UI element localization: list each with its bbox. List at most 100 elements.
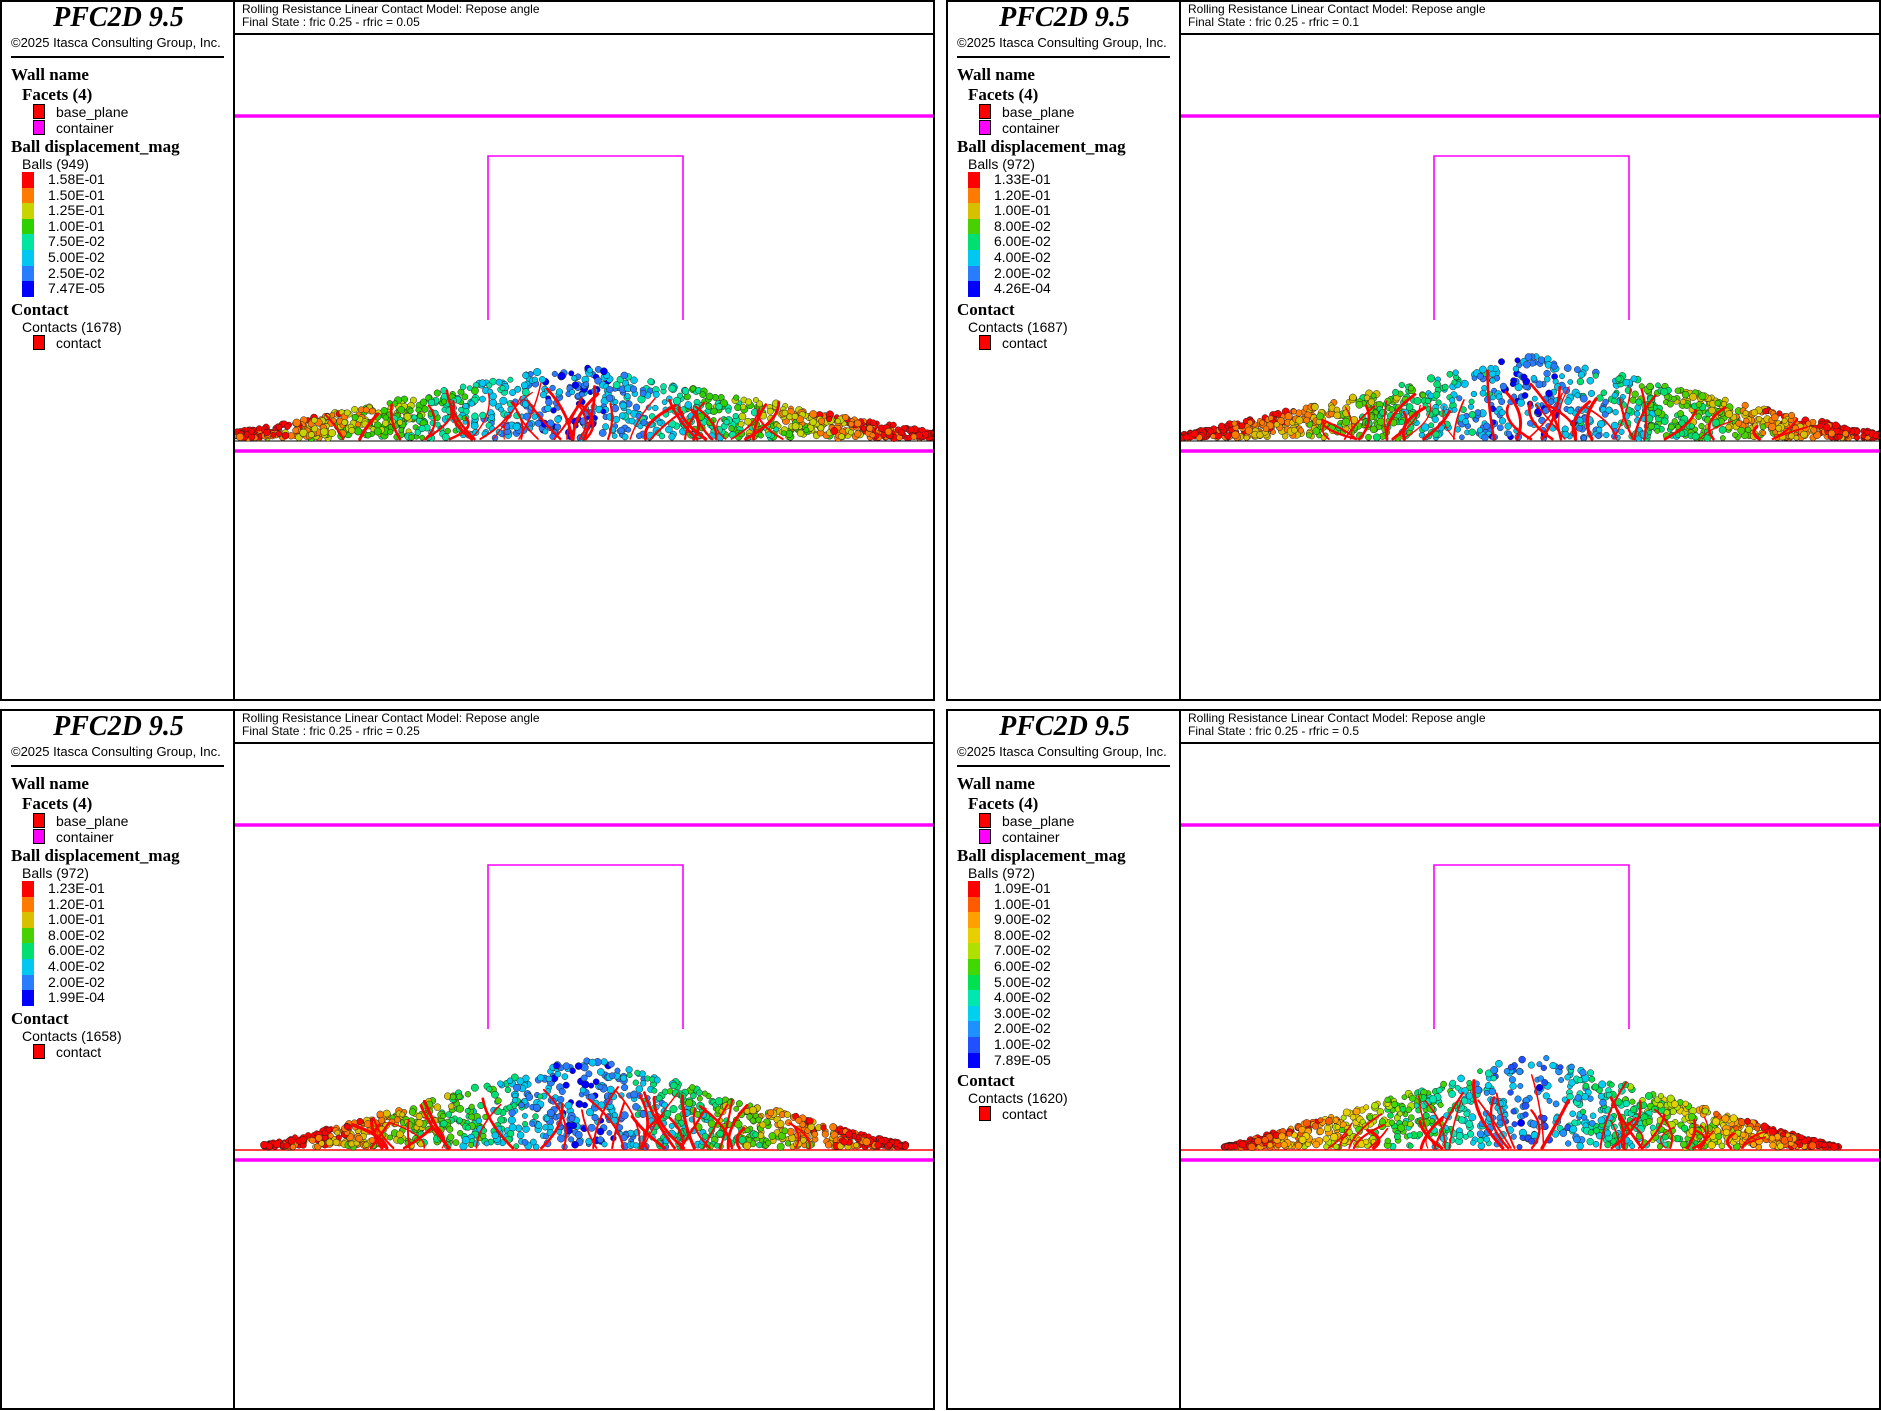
particle (715, 1097, 724, 1106)
particle (351, 413, 359, 421)
colorbar-label: 8.00E-02 (48, 926, 105, 943)
particle (1564, 397, 1572, 405)
particle (637, 395, 646, 404)
particle (1708, 406, 1716, 415)
particle (1775, 424, 1783, 432)
force-chain (1612, 388, 1632, 440)
view-subtitle: Final State : fric 0.25 - rfric = 0.05 (242, 15, 420, 29)
particle (1535, 1083, 1544, 1092)
particle (456, 1104, 464, 1113)
particle (494, 1097, 502, 1105)
force-chain (540, 1103, 564, 1150)
particle (1597, 1116, 1606, 1125)
particle (765, 1139, 772, 1146)
force-chain (607, 402, 614, 441)
particle (596, 1127, 605, 1136)
particle-assembly (260, 1057, 910, 1151)
particle (1298, 1135, 1307, 1144)
view-title-bar: Rolling Resistance Linear Contact Model:… (235, 711, 933, 744)
force-chain (1489, 1096, 1510, 1150)
particle (1419, 392, 1427, 399)
particle (1407, 1121, 1414, 1128)
force-chain (1618, 398, 1635, 441)
particle (525, 1093, 534, 1101)
particle (689, 1084, 696, 1091)
particle (512, 422, 521, 431)
particle (283, 1142, 291, 1149)
particle (1392, 388, 1400, 396)
colorbar-swatch (968, 1052, 980, 1069)
particle (600, 1058, 608, 1066)
particle (499, 396, 508, 405)
particle (1496, 424, 1504, 432)
particle (1303, 416, 1311, 424)
force-chain (1448, 1099, 1463, 1149)
particle (1476, 427, 1484, 434)
particle (1477, 1068, 1483, 1075)
wall-name-header: Wall name (957, 774, 1035, 793)
facet-label: base_plane (56, 104, 129, 120)
colorbar-swatch (22, 265, 34, 282)
particle (1680, 1140, 1688, 1149)
colorbar-swatch (22, 187, 34, 204)
force-chain (475, 1103, 502, 1149)
force-chain (1526, 392, 1563, 440)
copyright-text: ©2025 Itasca Consulting Group, Inc. (957, 744, 1167, 759)
colorbar-swatch (968, 896, 980, 913)
force-chain (1422, 410, 1451, 441)
particle (351, 405, 359, 413)
particle (597, 1068, 605, 1076)
particle (568, 1115, 576, 1122)
particle (1422, 1112, 1430, 1119)
colorbar-swatch (968, 1005, 980, 1022)
particle (1476, 1130, 1485, 1138)
force-chain (1343, 405, 1376, 440)
particle (1615, 375, 1622, 382)
view-title: Rolling Resistance Linear Contact Model:… (1188, 2, 1486, 16)
force-chain (1692, 1129, 1706, 1150)
particle (1670, 395, 1677, 402)
particle (1451, 406, 1458, 413)
particle (1612, 409, 1619, 416)
particle (1872, 432, 1879, 440)
brand-title: PFC2D 9.5 (53, 2, 184, 33)
particle (578, 391, 585, 398)
force-chain (1383, 400, 1388, 440)
force-chain (752, 403, 768, 441)
particle (562, 1081, 570, 1089)
particle-assembly (1181, 353, 1879, 442)
particle (786, 1127, 795, 1136)
particle (710, 407, 718, 415)
particle (886, 1141, 893, 1148)
particle (1535, 380, 1544, 389)
force-chain (716, 417, 727, 440)
particle (1725, 423, 1732, 431)
particle (1280, 1141, 1288, 1149)
particle (776, 1120, 785, 1128)
particle (1800, 430, 1808, 439)
particle (1372, 433, 1381, 442)
particle (1680, 398, 1687, 405)
particle (1543, 375, 1551, 383)
particle (1558, 1077, 1565, 1083)
force-chain (405, 1126, 433, 1149)
particle (545, 398, 553, 406)
particle (1349, 1114, 1357, 1121)
colorbar-swatch (968, 234, 980, 250)
particle (1635, 398, 1643, 406)
force-chain (542, 1088, 568, 1149)
particle (1431, 415, 1439, 423)
particle (452, 1139, 460, 1146)
particle (806, 1117, 814, 1125)
particle (670, 1081, 678, 1090)
particle (444, 427, 451, 435)
particle (537, 1074, 545, 1082)
particle (569, 1067, 576, 1075)
particle (321, 1129, 328, 1136)
particle (433, 389, 441, 397)
particle (1397, 1123, 1406, 1132)
particle (1582, 1082, 1590, 1090)
contact-header: Contact (11, 1008, 69, 1028)
force-chain (423, 1116, 446, 1149)
particle (1781, 417, 1788, 424)
